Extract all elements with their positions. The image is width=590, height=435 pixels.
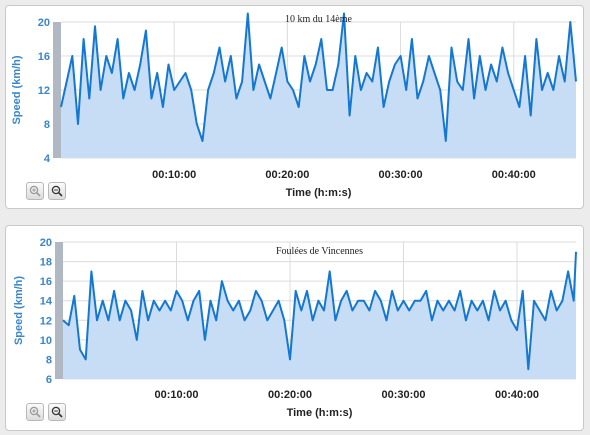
chart-panel-2: 6 8 10 12 14 16 18 20 00:10:00 00:20:00 00:30:00 00… bbox=[5, 225, 584, 431]
speed-line bbox=[60, 12, 577, 142]
y-tick-label: 18 bbox=[40, 257, 52, 269]
x-tick-label: 00:10:00 bbox=[154, 389, 198, 401]
x-axis-label: Time (h:m:s) bbox=[286, 187, 352, 199]
y-tick-label: 12 bbox=[40, 315, 52, 327]
x-tick-label: 00:30:00 bbox=[381, 389, 425, 401]
y-axis-label: Speed (km/h) bbox=[13, 276, 25, 345]
speed-chart-1: 4 8 12 16 20 00:10:00 00:20:00 00:30:00 00:40:00… bbox=[11, 12, 577, 199]
y-tick-label: 16 bbox=[38, 51, 50, 63]
x-tick-label: 00:30:00 bbox=[379, 169, 423, 181]
x-tick-label: 00:10:00 bbox=[152, 169, 196, 181]
y-tick-label: 12 bbox=[38, 85, 50, 97]
chart-panel-1: 4 8 12 16 20 00:10:00 00:20:00 00:30:00 00:40:00… bbox=[5, 5, 584, 209]
speed-area bbox=[61, 13, 576, 158]
speed-area bbox=[63, 251, 576, 379]
x-tick-label: 00:20:00 bbox=[265, 169, 309, 181]
y-tick-label: 8 bbox=[44, 119, 50, 131]
speed-chart-2: 6 8 10 12 14 16 18 20 00:10:00 00:20:00 00:30:00 00… bbox=[13, 237, 577, 419]
chart-title: 10 km du 14ème bbox=[285, 14, 352, 25]
y-tick-label: 20 bbox=[38, 17, 50, 29]
y-tick-label: 10 bbox=[40, 335, 52, 347]
zoom-out-icon bbox=[51, 406, 63, 418]
x-tick-label: 00:40:00 bbox=[495, 389, 539, 401]
y-tick-label: 20 bbox=[40, 237, 52, 249]
zoom-in-icon bbox=[29, 406, 41, 418]
zoom-out-button[interactable] bbox=[48, 182, 66, 200]
y-tick-label: 16 bbox=[40, 276, 52, 288]
x-axis-label: Time (h:m:s) bbox=[287, 407, 353, 419]
y-tick-label: 14 bbox=[40, 296, 53, 308]
speed-line bbox=[62, 251, 577, 371]
zoom-in-icon bbox=[29, 185, 41, 197]
zoom-in-button[interactable] bbox=[26, 403, 44, 421]
chart-title: Foulées de Vincennes bbox=[276, 246, 363, 257]
y-scroll-handle bbox=[53, 22, 61, 158]
y-tick-label: 4 bbox=[44, 153, 51, 165]
zoom-out-icon bbox=[51, 185, 63, 197]
x-tick-label: 00:40:00 bbox=[492, 169, 536, 181]
zoom-in-button[interactable] bbox=[26, 182, 44, 200]
y-tick-label: 6 bbox=[46, 374, 52, 386]
y-axis-label: Speed (km/h) bbox=[11, 55, 23, 124]
zoom-out-button[interactable] bbox=[48, 403, 66, 421]
y-scroll-handle bbox=[55, 242, 63, 379]
x-tick-label: 00:20:00 bbox=[268, 389, 312, 401]
y-tick-label: 8 bbox=[46, 354, 52, 366]
